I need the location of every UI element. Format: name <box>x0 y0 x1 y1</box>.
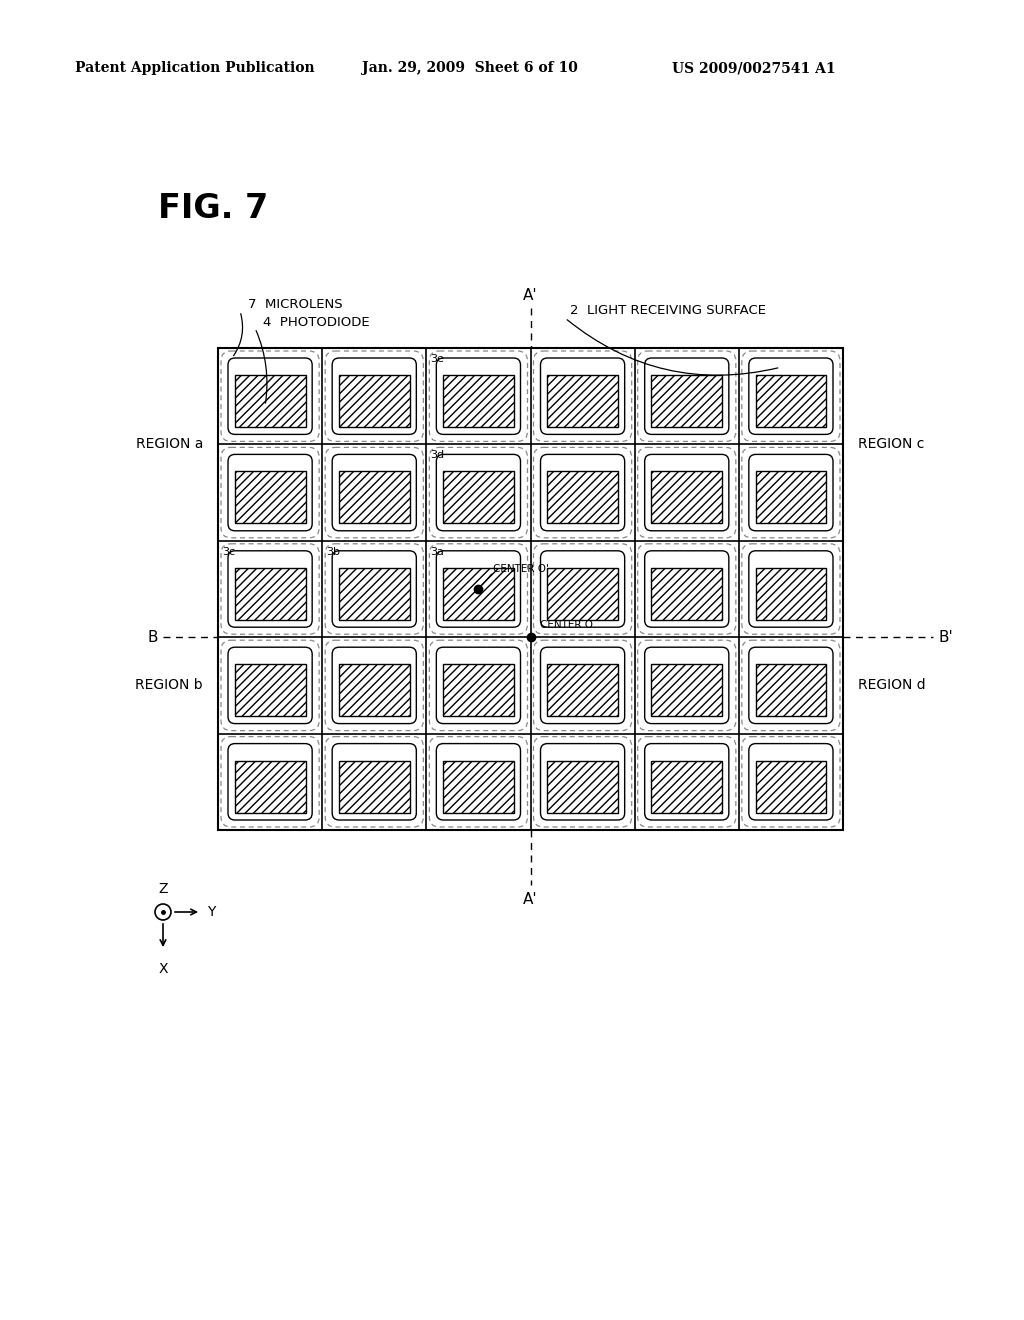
Bar <box>443 568 514 620</box>
Bar <box>547 568 618 620</box>
Bar <box>443 471 514 524</box>
FancyBboxPatch shape <box>541 647 625 723</box>
FancyBboxPatch shape <box>228 647 312 723</box>
Bar <box>651 664 722 717</box>
Text: Y: Y <box>207 906 215 919</box>
Text: CENTER O: CENTER O <box>541 620 594 630</box>
FancyBboxPatch shape <box>332 358 417 434</box>
Bar <box>547 664 618 717</box>
FancyBboxPatch shape <box>228 743 312 820</box>
Text: A': A' <box>523 289 538 304</box>
Bar <box>443 664 514 717</box>
FancyBboxPatch shape <box>541 358 625 434</box>
Bar <box>339 760 410 813</box>
Bar <box>339 375 410 428</box>
Text: 2  LIGHT RECEIVING SURFACE: 2 LIGHT RECEIVING SURFACE <box>570 304 766 317</box>
FancyBboxPatch shape <box>436 647 520 723</box>
Bar <box>756 664 826 717</box>
Bar <box>756 471 826 524</box>
FancyBboxPatch shape <box>436 550 520 627</box>
Bar <box>339 664 410 717</box>
FancyBboxPatch shape <box>645 647 729 723</box>
Bar <box>547 760 618 813</box>
FancyBboxPatch shape <box>749 550 833 627</box>
Text: REGION c: REGION c <box>858 437 925 451</box>
FancyBboxPatch shape <box>541 743 625 820</box>
Bar <box>339 471 410 524</box>
Text: REGION b: REGION b <box>135 678 203 693</box>
Bar <box>651 471 722 524</box>
Bar <box>651 760 722 813</box>
Text: B': B' <box>938 630 952 644</box>
Bar <box>234 375 305 428</box>
Text: REGION a: REGION a <box>135 437 203 451</box>
Text: A': A' <box>523 892 538 908</box>
Text: Patent Application Publication: Patent Application Publication <box>75 61 314 75</box>
FancyBboxPatch shape <box>749 358 833 434</box>
FancyBboxPatch shape <box>436 743 520 820</box>
Bar <box>756 375 826 428</box>
Text: Z: Z <box>159 882 168 896</box>
Bar <box>234 568 305 620</box>
Text: US 2009/0027541 A1: US 2009/0027541 A1 <box>672 61 836 75</box>
Text: 3c: 3c <box>222 546 236 557</box>
Bar <box>443 760 514 813</box>
Bar <box>547 375 618 428</box>
FancyBboxPatch shape <box>332 743 417 820</box>
FancyBboxPatch shape <box>332 454 417 531</box>
Text: 3a: 3a <box>430 546 444 557</box>
Bar <box>547 471 618 524</box>
Bar <box>218 348 843 830</box>
Text: 4  PHOTODIODE: 4 PHOTODIODE <box>263 315 370 329</box>
Text: 7  MICROLENS: 7 MICROLENS <box>248 298 343 312</box>
FancyBboxPatch shape <box>645 550 729 627</box>
Text: X: X <box>159 962 168 975</box>
FancyBboxPatch shape <box>749 454 833 531</box>
FancyBboxPatch shape <box>645 454 729 531</box>
Text: B: B <box>147 630 158 644</box>
Bar <box>651 375 722 428</box>
Text: REGION d: REGION d <box>858 678 926 693</box>
Bar <box>234 664 305 717</box>
Text: FIG. 7: FIG. 7 <box>158 191 268 224</box>
Text: CENTER O': CENTER O' <box>494 564 549 574</box>
Bar <box>339 568 410 620</box>
Bar <box>651 568 722 620</box>
Text: Jan. 29, 2009  Sheet 6 of 10: Jan. 29, 2009 Sheet 6 of 10 <box>362 61 578 75</box>
FancyBboxPatch shape <box>645 358 729 434</box>
FancyBboxPatch shape <box>436 454 520 531</box>
FancyBboxPatch shape <box>228 454 312 531</box>
Bar <box>234 760 305 813</box>
FancyBboxPatch shape <box>332 550 417 627</box>
Bar <box>756 568 826 620</box>
FancyBboxPatch shape <box>541 550 625 627</box>
Bar <box>443 375 514 428</box>
Text: 3b: 3b <box>327 546 340 557</box>
FancyBboxPatch shape <box>332 647 417 723</box>
FancyBboxPatch shape <box>228 358 312 434</box>
FancyBboxPatch shape <box>228 550 312 627</box>
FancyBboxPatch shape <box>645 743 729 820</box>
FancyBboxPatch shape <box>749 647 833 723</box>
Text: 3d: 3d <box>430 450 444 461</box>
Bar <box>234 471 305 524</box>
Bar <box>756 760 826 813</box>
FancyBboxPatch shape <box>749 743 833 820</box>
Text: 3e: 3e <box>430 354 444 364</box>
FancyBboxPatch shape <box>541 454 625 531</box>
FancyBboxPatch shape <box>436 358 520 434</box>
